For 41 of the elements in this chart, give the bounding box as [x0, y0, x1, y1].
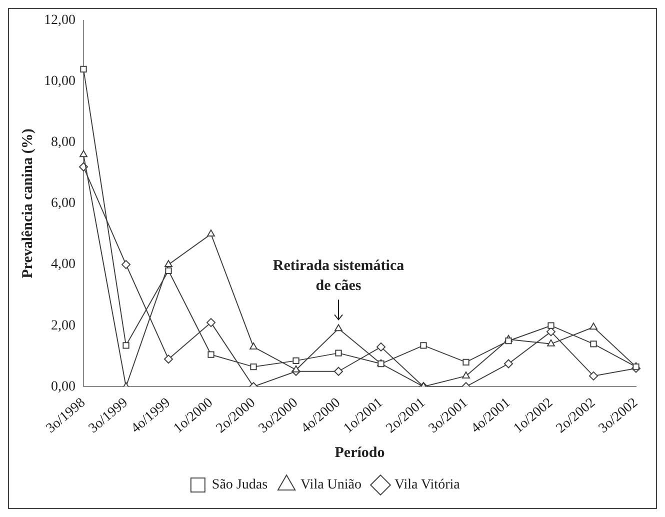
y-tick-label: 10,00	[44, 74, 76, 90]
y-tick-label: 0,00	[51, 379, 76, 394]
point	[250, 342, 258, 350]
point	[505, 338, 512, 344]
y-axis-title: Prevalência canina (%)	[20, 128, 36, 278]
point	[165, 267, 172, 274]
point	[164, 354, 173, 364]
legend-label: Vila Vitória	[394, 478, 461, 493]
point	[80, 66, 87, 73]
y-tick-label: 6,00	[51, 196, 76, 212]
point	[548, 322, 554, 329]
point	[547, 339, 555, 346]
x-axis-title: Período	[334, 444, 385, 461]
point	[462, 371, 470, 378]
point	[376, 342, 386, 352]
legend-label: Vila União	[300, 478, 362, 493]
point	[164, 260, 172, 268]
point	[589, 371, 598, 380]
point	[420, 342, 427, 349]
y-tick-label: 8,00	[51, 135, 76, 150]
point	[208, 351, 214, 358]
point	[206, 318, 216, 328]
point	[79, 162, 88, 172]
annotation: Retirada sistemática de cães	[272, 258, 405, 294]
point	[207, 230, 215, 237]
point	[334, 366, 343, 376]
point	[462, 358, 470, 366]
point	[250, 363, 257, 370]
legend-label: São Judas	[212, 478, 268, 493]
y-tick-label: 2,00	[51, 318, 76, 334]
point	[292, 357, 300, 364]
point	[504, 359, 513, 368]
y-tick-label: 12,00	[44, 13, 76, 28]
point	[122, 260, 130, 270]
point	[590, 340, 597, 348]
point	[590, 322, 598, 330]
point	[335, 350, 342, 356]
point	[334, 324, 342, 332]
point	[292, 365, 300, 372]
point	[122, 342, 130, 349]
y-tick-label: 4,00	[51, 257, 76, 272]
